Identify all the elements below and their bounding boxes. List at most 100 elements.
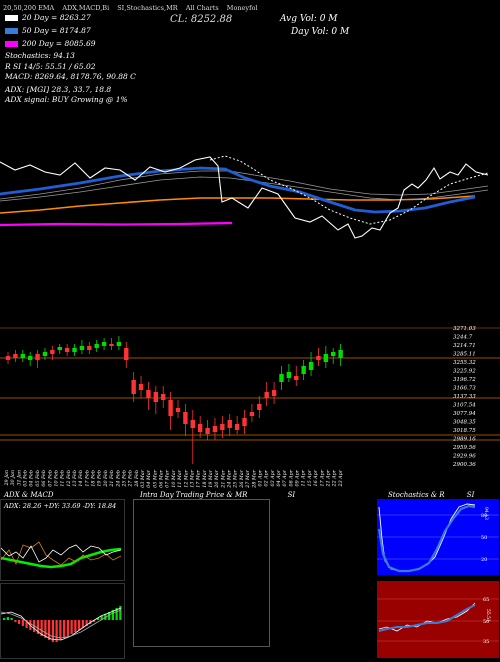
date-tick: 28 Feb bbox=[134, 470, 140, 488]
candle bbox=[257, 396, 262, 418]
ma20-label: 20 Day = 8263.27 bbox=[22, 13, 91, 22]
candle bbox=[94, 340, 99, 352]
ma20-line bbox=[209, 155, 489, 225]
date-tick: 24 Feb bbox=[115, 470, 121, 488]
macd-bar bbox=[59, 620, 62, 640]
candle bbox=[79, 340, 85, 354]
stoch-si-label: SI bbox=[466, 491, 475, 499]
link-ema[interactable]: 20,50,200 EMA bbox=[3, 4, 55, 12]
date-tick: 03 Mar bbox=[140, 469, 146, 487]
date-tick: 17 Mar bbox=[196, 469, 202, 487]
date-tick: 23 Apr bbox=[338, 469, 344, 487]
date-tick: 07 Apr bbox=[282, 469, 288, 486]
si-blue-line bbox=[378, 604, 476, 632]
date-tick: 31 Jan bbox=[16, 470, 22, 486]
candle bbox=[161, 386, 166, 408]
candle bbox=[205, 420, 210, 440]
date-tick: 19 Feb bbox=[97, 470, 103, 487]
macd-bar bbox=[6, 617, 9, 620]
date-tick: 07 Mar bbox=[165, 469, 171, 487]
date-tick: 11 Feb bbox=[60, 470, 66, 487]
price-tick: 3166.73 bbox=[453, 386, 476, 392]
candlestick-chart: 3271.03 3244.7 3214.71 3285.11 3255.32 3225.9… bbox=[0, 326, 500, 489]
adx-green-line bbox=[1, 547, 122, 569]
macd-panel bbox=[0, 583, 125, 659]
legend-si: R SI 14/5: 55.51 / 65.02 bbox=[5, 62, 96, 71]
candle bbox=[264, 382, 269, 406]
macd-line bbox=[0, 607, 122, 641]
ma50-line bbox=[0, 166, 476, 214]
date-tick: 26 Mar bbox=[239, 469, 245, 488]
date-tick: 15 Apr bbox=[307, 469, 313, 486]
date-tick: 05 Mar bbox=[152, 469, 158, 487]
header-links: 20,50,200 EMA ADX,MACD,Bi SI,Stochastics… bbox=[3, 4, 257, 12]
date-tick: 27 Feb bbox=[128, 470, 134, 488]
link-moneyfol[interactable]: Moneyfol bbox=[226, 4, 258, 12]
macd-bar bbox=[70, 620, 73, 634]
day-vol: Day Vol: 0 M bbox=[291, 27, 350, 37]
adx-macd-title: ADX & MACD bbox=[4, 491, 54, 499]
candle bbox=[183, 404, 188, 436]
ma50-label: 50 Day = 8174.87 bbox=[22, 26, 91, 35]
date-tick: 22 Apr bbox=[332, 469, 338, 487]
date-tick: 18 Feb bbox=[91, 470, 97, 487]
link-adx[interactable]: ADX,MACD,Bi bbox=[62, 4, 110, 12]
macd-bar bbox=[74, 620, 77, 632]
price-tick: 2900.36 bbox=[452, 462, 476, 468]
candle bbox=[338, 344, 343, 366]
candle bbox=[109, 338, 114, 350]
date-tick: 11 Apr bbox=[301, 469, 307, 486]
candle bbox=[131, 372, 136, 402]
macd-histogram bbox=[3, 606, 122, 642]
price-axis: 3271.03 3244.7 3214.71 3285.11 3255.32 3225.9… bbox=[452, 326, 476, 468]
candle bbox=[146, 382, 151, 410]
macd-bar bbox=[51, 620, 54, 642]
intraday-panel bbox=[133, 499, 270, 647]
candle bbox=[286, 364, 292, 382]
date-tick: 18 Mar bbox=[202, 469, 208, 487]
stoch-k-line bbox=[378, 503, 476, 572]
price-tick: 3077.94 bbox=[453, 411, 476, 417]
adx-white-line bbox=[1, 544, 122, 563]
si-white-line bbox=[378, 602, 476, 632]
date-tick: 17 Feb bbox=[84, 470, 90, 487]
adx-lines bbox=[1, 541, 122, 569]
date-tick: 30 Jan bbox=[10, 470, 16, 486]
price-tick: 2989.16 bbox=[452, 437, 476, 443]
date-tick: 13 Mar bbox=[189, 469, 195, 487]
price-line bbox=[0, 156, 489, 239]
candle bbox=[153, 386, 159, 414]
si-tick-5551: 55.51 bbox=[485, 609, 491, 622]
price-tick: 3018.75 bbox=[453, 428, 476, 434]
close-price: CL: 8252.88 bbox=[170, 14, 233, 25]
si-panel: 65 55.51 50 35 bbox=[377, 581, 499, 658]
date-tick: 10 Feb bbox=[53, 470, 59, 487]
ma200-line bbox=[0, 221, 233, 227]
candle bbox=[42, 348, 48, 360]
candle bbox=[271, 382, 277, 404]
price-tick: 3271.03 bbox=[453, 326, 476, 332]
date-tick: 06 Mar bbox=[159, 469, 165, 487]
legend-ma200: 200 Day = 8085.69 bbox=[5, 39, 96, 48]
link-all[interactable]: All Charts bbox=[185, 4, 219, 12]
date-tick: 20 Mar bbox=[214, 469, 220, 488]
stoch-svg: 80 50 20 94.13 bbox=[377, 503, 499, 573]
date-tick: 04 Mar bbox=[146, 469, 152, 487]
legend-adx: ADX: [MGI] 28.3, 33.7, 18.8 bbox=[5, 85, 112, 94]
si-tick-35: 35 bbox=[483, 639, 489, 645]
macd-signal-line bbox=[0, 609, 122, 639]
macd-bar bbox=[44, 620, 47, 638]
intraday-title-text: Intra Day Trading Price & MR bbox=[140, 491, 248, 499]
date-tick: 10 Mar bbox=[171, 469, 177, 487]
link-si[interactable]: SI,Stochastics,MR bbox=[117, 4, 178, 12]
date-tick: 13 Feb bbox=[72, 470, 78, 487]
ma50-swatch bbox=[5, 28, 18, 34]
date-tick: 01 Apr bbox=[257, 469, 263, 486]
candle bbox=[220, 416, 225, 438]
candle bbox=[190, 410, 195, 464]
stoch-title-text: Stochastics & R bbox=[388, 491, 445, 499]
candle bbox=[316, 348, 321, 366]
price-tick: 2929.96 bbox=[452, 454, 476, 460]
candle bbox=[116, 336, 122, 350]
ma20-swatch bbox=[5, 15, 18, 21]
